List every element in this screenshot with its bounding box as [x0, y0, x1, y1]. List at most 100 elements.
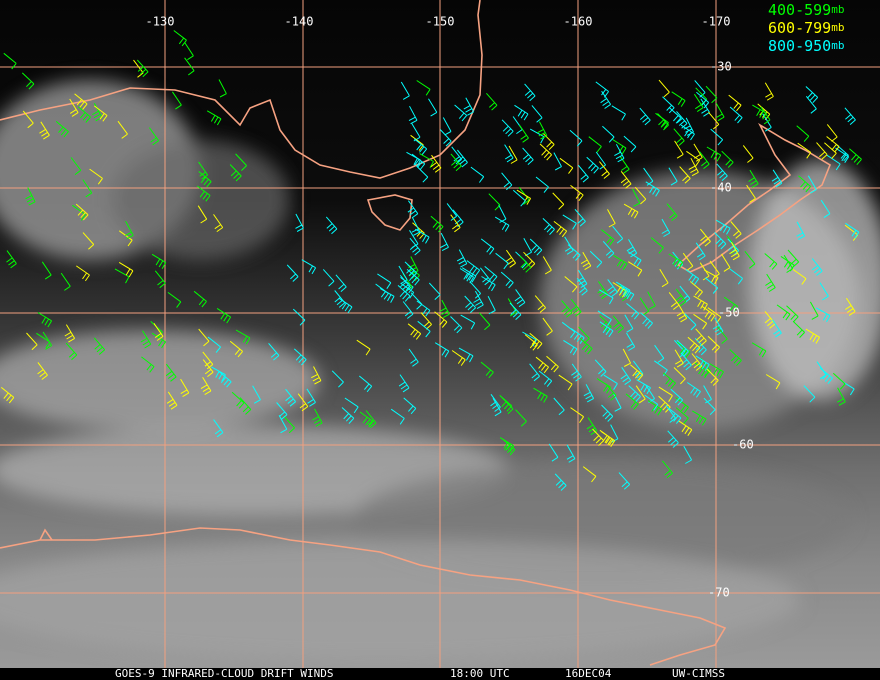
wind-barb: [589, 250, 603, 268]
wind-barb: [413, 138, 428, 155]
wind-barb: [636, 379, 651, 395]
wind-barb: [639, 297, 650, 316]
latitude-label: -70: [708, 586, 730, 600]
longitude-labels: -130 -140 -150 -160 -170: [146, 15, 731, 29]
wind-barb: [114, 268, 130, 284]
wind-barb: [612, 282, 627, 298]
wind-barb: [419, 153, 434, 169]
wind-barb: [826, 154, 841, 171]
wind-barb: [765, 374, 781, 390]
wind-barb: [695, 355, 710, 371]
wind-barb: [666, 203, 678, 221]
wind-barb: [531, 105, 543, 123]
wind-barb: [295, 213, 304, 232]
wind-barb: [490, 394, 501, 412]
wind-barb: [699, 151, 710, 169]
wind-barb: [193, 290, 207, 308]
wind-barb: [748, 169, 759, 188]
wind-barb: [553, 221, 568, 238]
wind-barb: [466, 260, 481, 277]
wind-barb: [809, 301, 819, 320]
wind-barb: [76, 265, 90, 282]
wind-barb: [213, 214, 224, 233]
footer-bar: [0, 668, 880, 680]
wind-barb: [542, 317, 553, 336]
wind-barb: [562, 214, 577, 230]
wind-barb: [571, 363, 582, 382]
wind-barb: [668, 167, 678, 186]
wind-barb: [710, 128, 724, 146]
longitude-label: -140: [285, 15, 314, 29]
wind-barb: [338, 297, 353, 314]
wind-barb: [89, 168, 103, 185]
wind-barb: [524, 83, 536, 102]
wind-barb: [816, 142, 828, 160]
wind-barb: [570, 185, 584, 202]
wind-barb: [407, 323, 422, 340]
wind-barb: [805, 95, 817, 114]
wind-barb: [845, 297, 856, 316]
wind-barb: [695, 328, 707, 346]
wind-barb: [278, 414, 288, 434]
wind-barb: [231, 391, 245, 409]
wind-barb: [325, 216, 338, 235]
wind-barb: [680, 124, 695, 141]
legend-range: 800-950: [768, 37, 831, 55]
wind-barb: [673, 128, 685, 146]
wind-barb: [744, 250, 756, 269]
wind-barb: [703, 269, 719, 285]
wind-barb: [92, 103, 103, 122]
wind-barb: [501, 172, 513, 191]
wind-barb: [151, 253, 167, 270]
wind-barb: [406, 269, 420, 286]
wind-barb: [82, 232, 95, 250]
latitude-label: -60: [732, 438, 754, 452]
wind-barb: [60, 272, 71, 291]
wind-barb: [430, 215, 444, 233]
wind-barb: [600, 90, 612, 109]
wind-barb: [94, 105, 108, 122]
wind-barb: [508, 145, 518, 164]
wind-barb: [434, 311, 448, 328]
wind-barb: [742, 145, 754, 163]
wind-barb: [411, 123, 421, 142]
wind-barb: [709, 363, 724, 379]
wind-barb: [518, 124, 529, 143]
wind-barb: [207, 336, 221, 353]
wind-barb: [570, 298, 582, 317]
wind-barb: [480, 238, 495, 255]
wind-barb: [542, 218, 555, 235]
wind-barb: [428, 282, 441, 300]
wind-barb: [481, 276, 496, 292]
wind-barb: [693, 295, 708, 311]
wind-barb: [626, 303, 640, 320]
wind-barb: [796, 125, 810, 142]
wind-barb: [6, 250, 17, 269]
wind-barb: [724, 296, 738, 313]
wind-barb: [398, 374, 410, 393]
wind-barb: [36, 332, 51, 349]
wind-barb: [678, 420, 693, 436]
wind-barb: [558, 374, 573, 391]
wind-barb: [783, 254, 794, 273]
wind-barb: [55, 121, 69, 138]
wind-barb: [601, 404, 614, 422]
wind-barb: [268, 342, 280, 361]
wind-barb: [632, 188, 641, 207]
wind-barb: [450, 153, 462, 172]
wind-barb: [728, 94, 742, 112]
wind-barb: [430, 154, 442, 173]
wind-barb: [434, 342, 450, 358]
wind-barb: [400, 282, 415, 299]
wind-barb: [640, 312, 653, 329]
legend-entry: 400-599mb: [768, 1, 844, 19]
wind-barb: [202, 351, 214, 370]
wind-barb: [407, 200, 419, 219]
wind-barb: [502, 438, 516, 456]
wind-barb: [535, 176, 549, 193]
wind-barb: [815, 307, 831, 323]
wind-barb: [306, 388, 316, 407]
wind-barb: [620, 285, 635, 301]
